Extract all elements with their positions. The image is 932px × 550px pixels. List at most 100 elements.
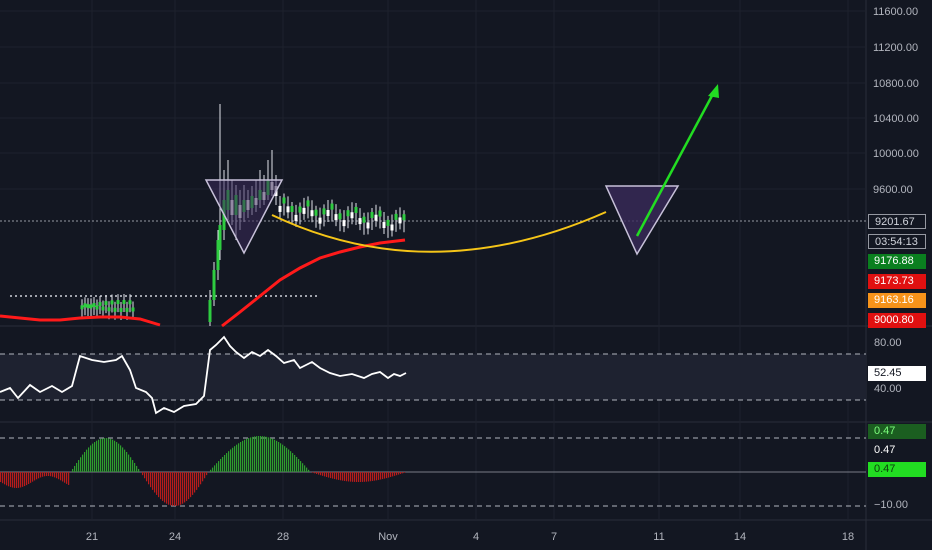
macd-bar bbox=[84, 452, 86, 472]
macd-bar bbox=[402, 472, 404, 474]
candle-body bbox=[131, 307, 135, 312]
time-tick-label: 18 bbox=[842, 531, 854, 543]
macd-bar bbox=[302, 463, 304, 472]
macd-bar bbox=[10, 472, 12, 488]
macd-bar bbox=[120, 445, 122, 472]
macd-bar bbox=[288, 449, 290, 472]
macd-bar bbox=[180, 472, 182, 505]
candle-body bbox=[354, 206, 358, 213]
macd-bar bbox=[142, 472, 144, 476]
macd-bar bbox=[96, 440, 98, 472]
candle-body bbox=[394, 213, 398, 220]
macd-bar bbox=[240, 441, 242, 472]
candle-body bbox=[322, 208, 326, 215]
macd-bar bbox=[352, 472, 354, 482]
macd-bar bbox=[48, 472, 50, 477]
macd-histogram bbox=[0, 436, 406, 506]
macd-bar bbox=[322, 472, 324, 476]
macd-bar bbox=[168, 472, 170, 505]
macd-bar bbox=[222, 456, 224, 472]
time-tick-label: 11 bbox=[653, 531, 664, 543]
rsi-current-tag: 52.45 bbox=[868, 366, 926, 381]
macd-bar bbox=[224, 454, 226, 472]
macd-bar bbox=[230, 449, 232, 472]
macd-bar bbox=[390, 472, 392, 477]
candle-body bbox=[318, 217, 322, 224]
candle-body bbox=[212, 270, 216, 300]
macd-bar bbox=[350, 472, 352, 482]
price-axis[interactable]: 11600.00 11200.00 10800.00 10400.00 10000.00… bbox=[873, 6, 919, 196]
macd-bar bbox=[26, 472, 28, 486]
macd-bar bbox=[280, 443, 282, 472]
candle-body bbox=[306, 200, 310, 207]
macd-bar bbox=[236, 444, 238, 472]
macd-bar bbox=[360, 472, 362, 482]
macd-bar bbox=[34, 472, 36, 481]
time-tick-label: 24 bbox=[169, 531, 181, 543]
candle-body bbox=[342, 220, 346, 227]
macd-bar bbox=[296, 456, 298, 472]
macd-bar bbox=[80, 457, 82, 472]
candle-body bbox=[119, 307, 123, 312]
macd-bar bbox=[372, 472, 374, 481]
macd-bar bbox=[50, 472, 52, 477]
candle-body bbox=[302, 207, 306, 214]
time-axis[interactable]: 21 24 28 Nov 4 7 11 14 18 bbox=[86, 531, 854, 543]
macd-bar bbox=[166, 472, 168, 504]
macd-bar bbox=[0, 472, 2, 482]
price-tick-label: 11600.00 bbox=[873, 6, 918, 18]
inverted-triangle-right bbox=[604, 185, 680, 256]
price-marker-tag: 9000.80 bbox=[868, 313, 926, 328]
macd-bar bbox=[66, 472, 68, 484]
macd-bar bbox=[256, 436, 258, 472]
macd-bar bbox=[152, 472, 154, 490]
macd-bar bbox=[16, 472, 18, 488]
macd-bar bbox=[74, 465, 76, 472]
macd-bar bbox=[188, 472, 190, 500]
candle-body bbox=[286, 206, 290, 213]
candle-body bbox=[398, 217, 402, 224]
macd-bar bbox=[340, 472, 342, 481]
macd-bar bbox=[38, 472, 40, 479]
macd-bar bbox=[398, 472, 400, 475]
macd-bar bbox=[162, 472, 164, 501]
candle-body bbox=[370, 212, 374, 219]
macd-bar bbox=[214, 465, 216, 472]
candle-body bbox=[216, 240, 220, 270]
macd-bar bbox=[388, 472, 390, 478]
macd-bar bbox=[382, 472, 384, 480]
macd-bar bbox=[304, 465, 306, 472]
macd-bar bbox=[174, 472, 176, 506]
macd-bar bbox=[138, 468, 140, 472]
macd-bar bbox=[312, 472, 314, 473]
candle-body bbox=[125, 307, 129, 312]
macd-bar bbox=[170, 472, 172, 506]
macd-bar bbox=[106, 438, 108, 472]
inverted-triangle-left bbox=[204, 179, 284, 255]
macd-bar bbox=[32, 472, 34, 482]
macd-bar bbox=[326, 472, 328, 477]
macd-bar bbox=[88, 447, 90, 472]
macd-bar bbox=[164, 472, 166, 503]
macd-bar bbox=[92, 443, 94, 472]
macd-bar bbox=[220, 458, 222, 472]
macd-bar bbox=[112, 439, 114, 472]
candle-body bbox=[378, 210, 382, 217]
price-marker-tag: 9163.16 bbox=[868, 293, 926, 308]
candle-body bbox=[110, 300, 114, 305]
candle-body bbox=[358, 218, 362, 225]
macd-bar bbox=[126, 452, 128, 472]
macd-bar bbox=[254, 436, 256, 472]
candle-body bbox=[346, 210, 350, 217]
macd-bar bbox=[62, 472, 64, 482]
macd-bar bbox=[338, 472, 340, 480]
macd-bar bbox=[158, 472, 160, 498]
macd-bar bbox=[358, 472, 360, 482]
macd-bar bbox=[178, 472, 180, 506]
macd-bar bbox=[218, 461, 220, 472]
candle-body bbox=[298, 206, 302, 213]
macd-bar bbox=[212, 467, 214, 472]
macd-bar bbox=[76, 462, 78, 472]
macd-bar bbox=[334, 472, 336, 480]
